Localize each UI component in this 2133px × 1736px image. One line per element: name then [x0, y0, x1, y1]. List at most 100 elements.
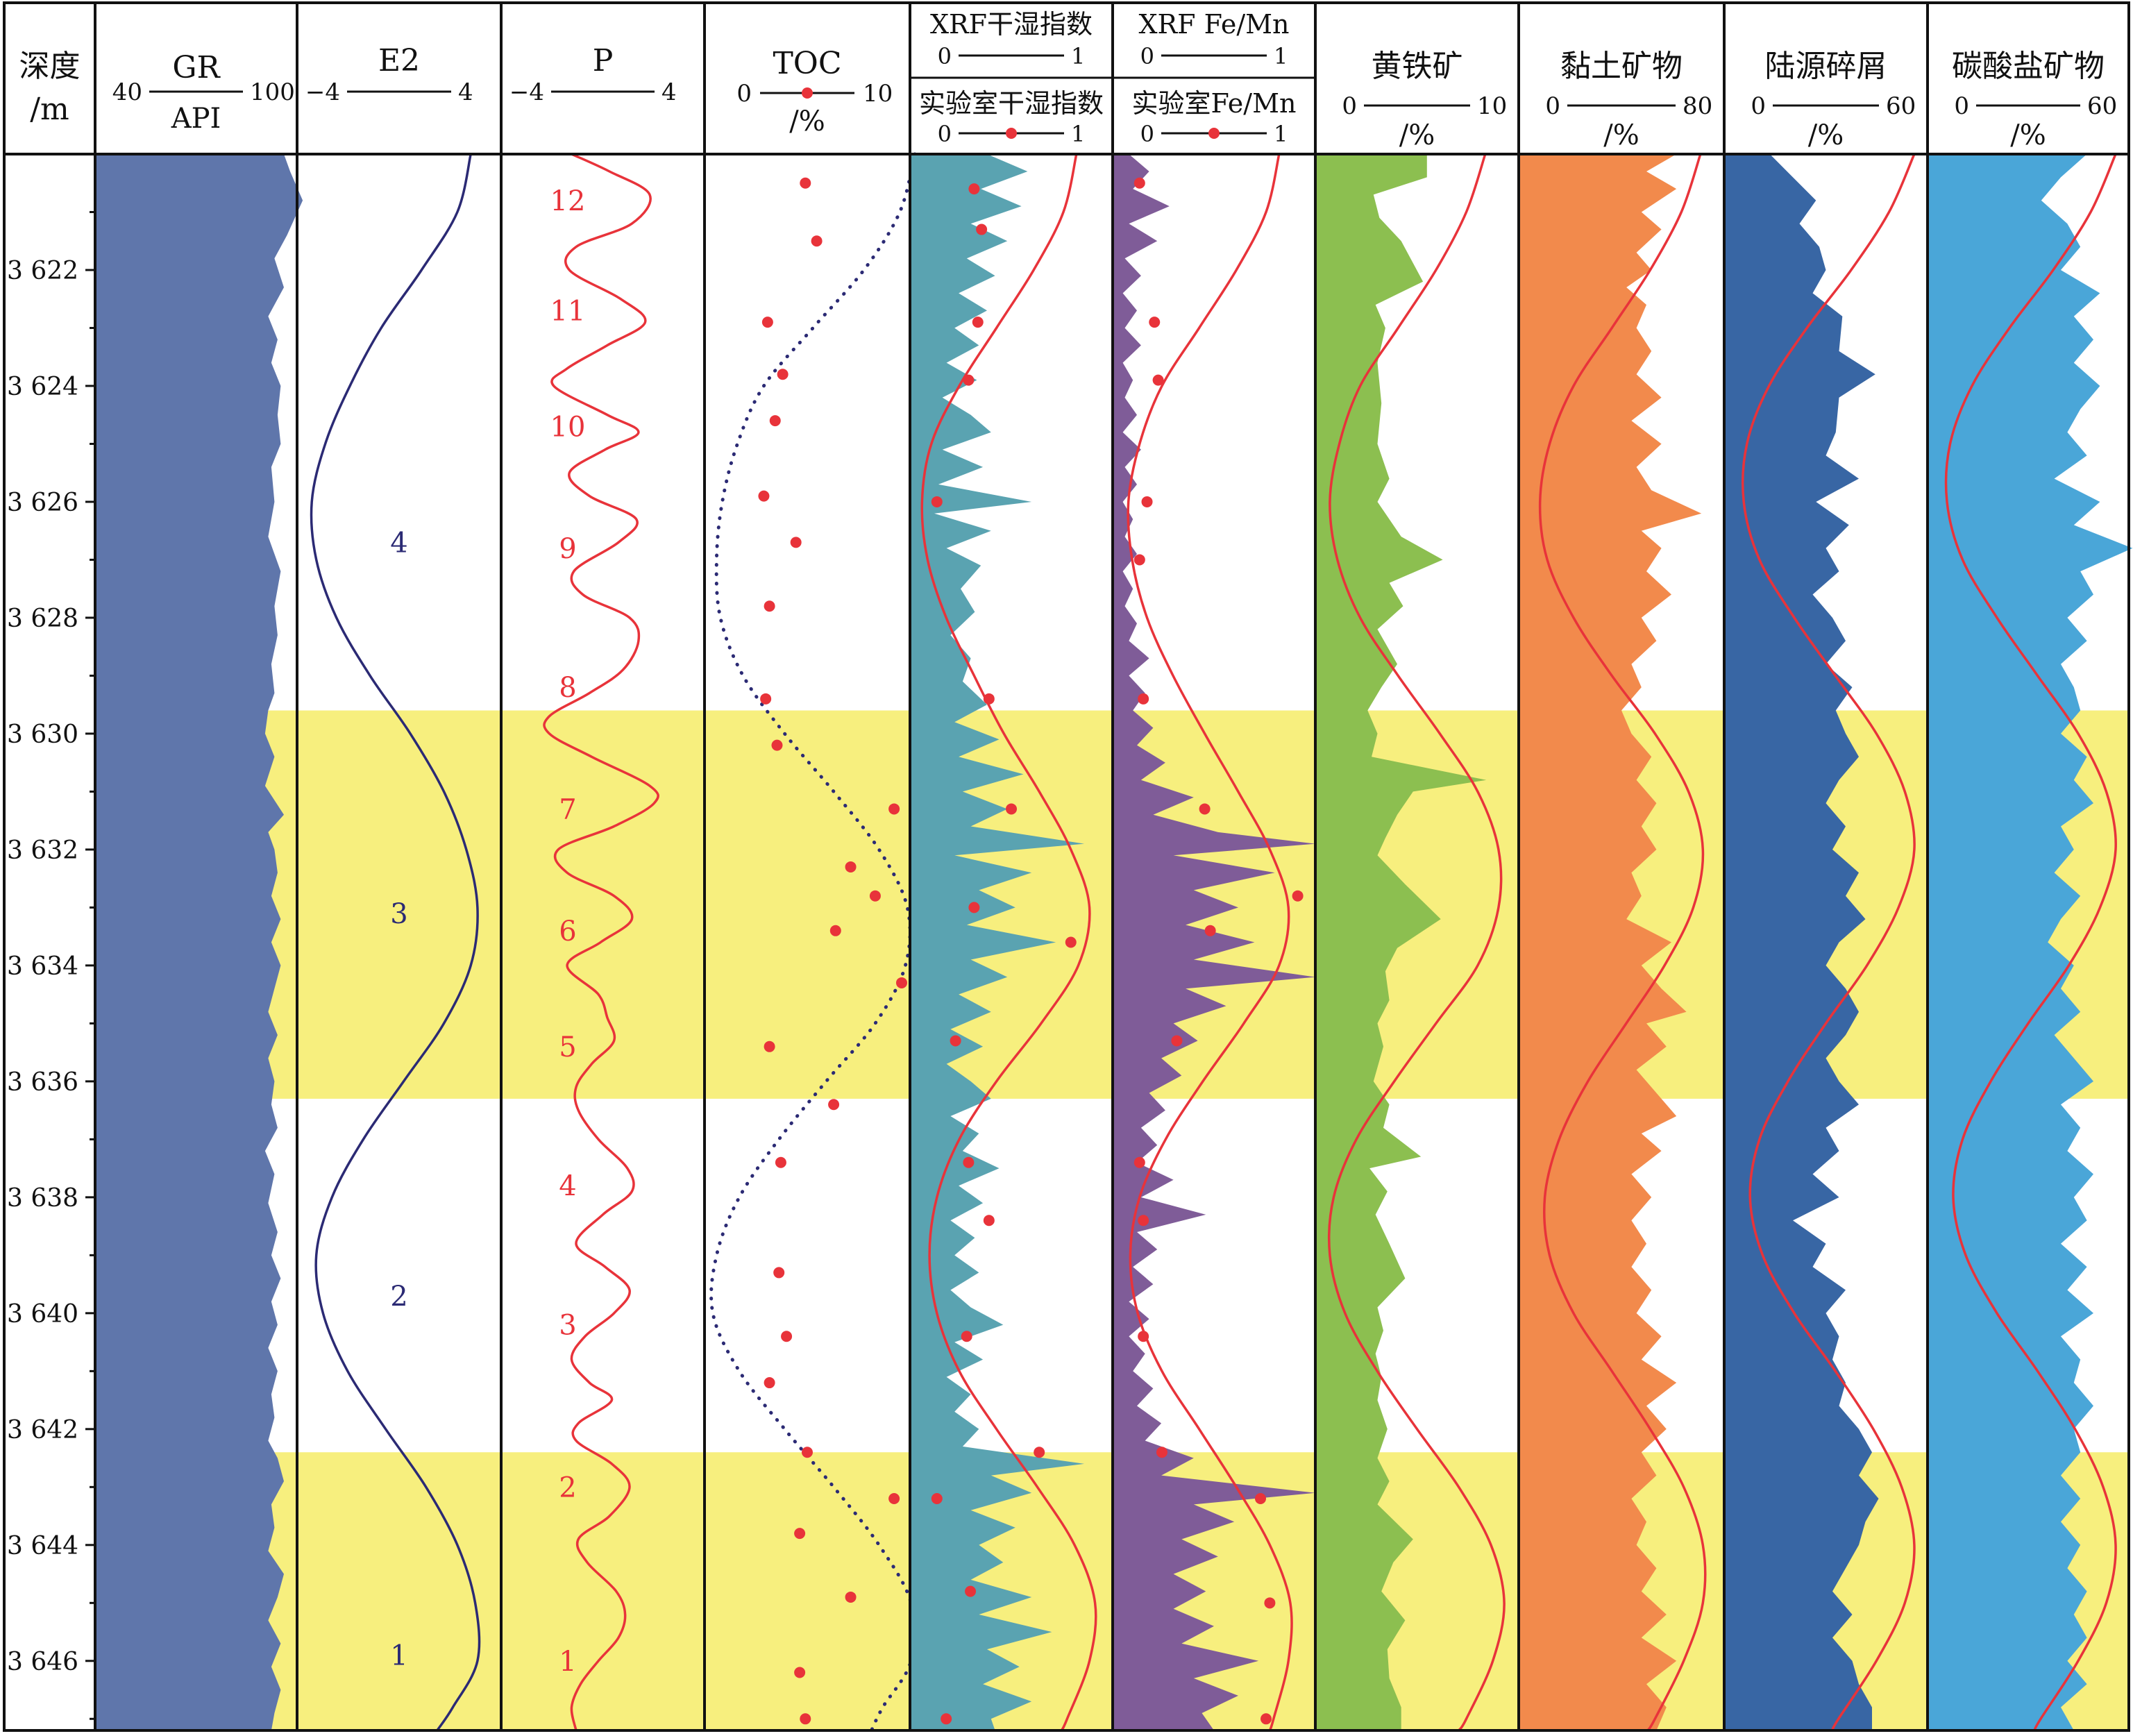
toc-point-18	[775, 1156, 786, 1168]
lab-fe-mn-point-16	[1264, 1597, 1276, 1609]
xrf-dw-trend	[920, 153, 1097, 1731]
toc-point-6	[758, 490, 770, 502]
terrigenous-header-title: 陆源碎屑	[1765, 49, 1887, 84]
gr-scale-max: 100	[250, 78, 295, 106]
e2-scale-max: 4	[458, 78, 473, 106]
depth-tick-label-3: 3 626	[7, 489, 78, 517]
pyrite-trend	[1327, 153, 1506, 1732]
fe_mn-scale-line-bottom-marker	[1208, 128, 1220, 139]
toc-header-title: TOC	[773, 46, 841, 81]
e2-cycle-label-4: 1	[390, 1640, 407, 1671]
lab-dw-point-2	[976, 224, 988, 235]
lab-fe-mn-point-5	[1133, 554, 1145, 566]
lab-dw-point-9	[1065, 936, 1077, 948]
lab-fe-mn-point-11	[1133, 1156, 1145, 1168]
xrf_dw-scale-max-bottom: 1	[1071, 121, 1085, 147]
depth-tick-label-4: 3 628	[7, 605, 78, 633]
depth-tick-label-11: 3 642	[7, 1416, 78, 1444]
xrf_dw-header-title-bottom: 实验室干湿指数	[919, 88, 1104, 119]
toc-trend-line	[709, 152, 917, 1733]
lab-fe-mn-point-15	[1255, 1493, 1266, 1505]
carbonate-header-unit: /%	[2010, 119, 2046, 151]
p-cycle-label-8: 5	[559, 1031, 576, 1063]
p-curve	[543, 153, 659, 1731]
p-cycle-label-5: 8	[559, 672, 576, 704]
toc-point-14	[829, 925, 841, 936]
clay-fill	[1519, 154, 1702, 1730]
depth-tick-label-8: 3 636	[7, 1068, 78, 1097]
terrigenous-scale-min: 0	[1751, 92, 1766, 120]
toc-point-10	[771, 739, 783, 751]
depth-axis-title: 深度	[19, 49, 81, 84]
e2-cycle-label-3: 2	[390, 1281, 407, 1313]
lab-fe-mn-point-9	[1204, 925, 1216, 936]
carbonate-trend	[1944, 153, 2117, 1731]
terrigenous-scale-max: 60	[1886, 92, 1916, 120]
clay-scale-min: 0	[1545, 92, 1560, 120]
e2-header-title: E2	[378, 43, 420, 78]
toc-point-7	[790, 537, 802, 548]
toc-scale-max: 10	[863, 80, 893, 108]
lab-fe-mn-point-14	[1156, 1447, 1167, 1458]
terrigenous-fill	[1724, 154, 1879, 1730]
chart-frame	[3, 1, 2130, 1732]
carbonate-scale-max: 60	[2087, 92, 2117, 120]
gr-fill	[95, 154, 303, 1730]
depth-tick-label-12: 3 644	[7, 1532, 78, 1560]
depth-tick-label-10: 3 640	[7, 1300, 78, 1329]
lab-fe-mn-point-7	[1199, 803, 1211, 815]
p-cycle-label-7: 6	[559, 916, 576, 947]
pyrite-fill	[1315, 154, 1487, 1730]
fe-mn-trend	[1127, 153, 1293, 1731]
toc-scale-line-marker	[802, 87, 813, 99]
lab-dw-point-15	[931, 1493, 943, 1505]
lab-dw-point-3	[972, 317, 984, 328]
lab-dw-point-10	[950, 1035, 961, 1047]
fe_mn-scale-min-top: 0	[1140, 43, 1154, 69]
toc-point-11	[888, 803, 900, 815]
p-cycle-label-12: 1	[559, 1646, 576, 1678]
p-scale-min: −4	[509, 78, 544, 106]
p-header-title: P	[593, 43, 614, 78]
toc-point-24	[794, 1528, 806, 1540]
lab-fe-mn-point-6	[1138, 693, 1149, 705]
toc-point-12	[845, 861, 857, 873]
clay-trend	[1538, 153, 1707, 1732]
lab-fe-mn-point-10	[1171, 1035, 1183, 1047]
clay-scale-max: 80	[1683, 92, 1712, 120]
lab-dw-point-17	[941, 1713, 952, 1725]
lab-fe-mn-point-13	[1138, 1331, 1149, 1342]
lab-fe-mn-point-4	[1141, 496, 1153, 507]
pyrite-header-unit: /%	[1399, 119, 1435, 151]
depth-tick-label-9: 3 638	[7, 1184, 78, 1213]
p-cycle-label-1: 12	[550, 185, 586, 217]
lab-dw-point-16	[965, 1585, 977, 1597]
lab-dw-point-13	[961, 1331, 972, 1342]
toc-point-25	[845, 1591, 857, 1603]
p-cycle-label-6: 7	[559, 793, 576, 825]
toc-point-27	[800, 1713, 811, 1725]
toc-point-13	[869, 890, 881, 902]
lab-dw-point-11	[963, 1156, 975, 1168]
lab-dw-point-8	[968, 902, 980, 913]
gr-header-unit: API	[171, 103, 221, 135]
depth-tick-label-7: 3 634	[7, 952, 78, 981]
depth-tick-label-2: 3 624	[7, 373, 78, 401]
fe_mn-header-title-top: XRF Fe/Mn	[1138, 9, 1289, 40]
lab-dw-point-4	[963, 374, 975, 386]
xrf_dw-header-title-top: XRF干湿指数	[930, 9, 1093, 40]
toc-point-26	[794, 1667, 806, 1678]
e2-curve	[310, 153, 481, 1731]
fe-mn-fill	[1113, 154, 1315, 1730]
toc-point-20	[781, 1331, 793, 1342]
xrf_dw-scale-min-top: 0	[938, 43, 952, 69]
lab-fe-mn-point-2	[1149, 317, 1161, 328]
terrigenous-header-unit: /%	[1808, 119, 1844, 151]
lab-dw-point-6	[983, 693, 995, 705]
toc-point-22	[802, 1447, 813, 1458]
lab-dw-point-14	[1034, 1447, 1045, 1458]
lab-fe-mn-point-12	[1138, 1215, 1149, 1227]
toc-point-4	[777, 369, 789, 380]
